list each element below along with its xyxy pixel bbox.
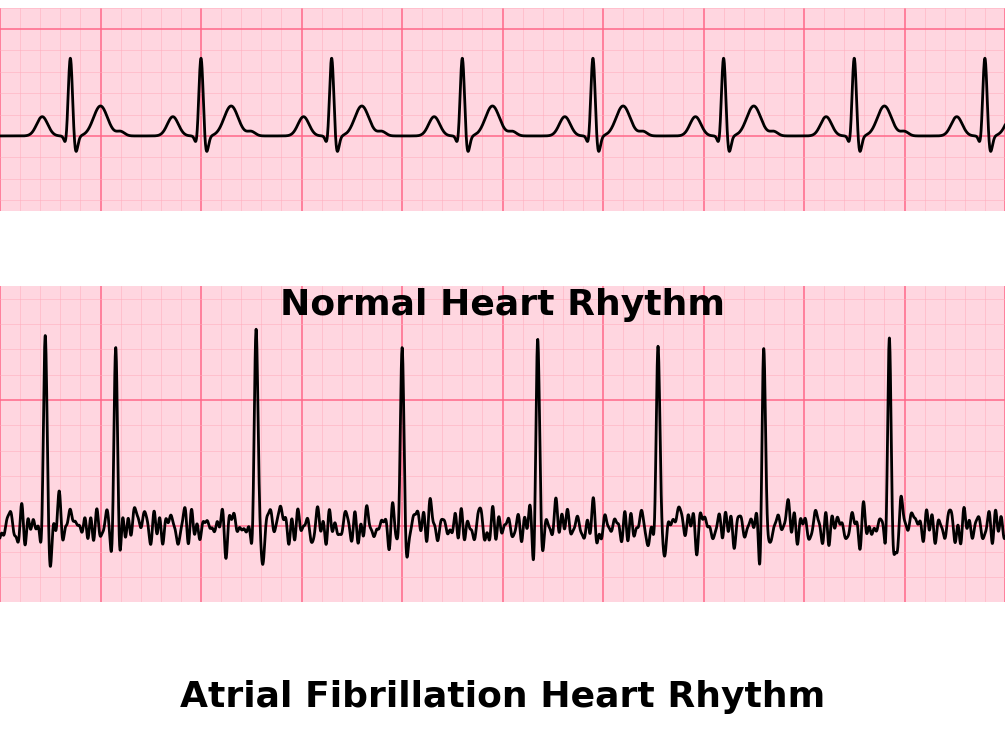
Text: Atrial Fibrillation Heart Rhythm: Atrial Fibrillation Heart Rhythm bbox=[180, 679, 825, 714]
Text: Normal Heart Rhythm: Normal Heart Rhythm bbox=[280, 288, 725, 322]
